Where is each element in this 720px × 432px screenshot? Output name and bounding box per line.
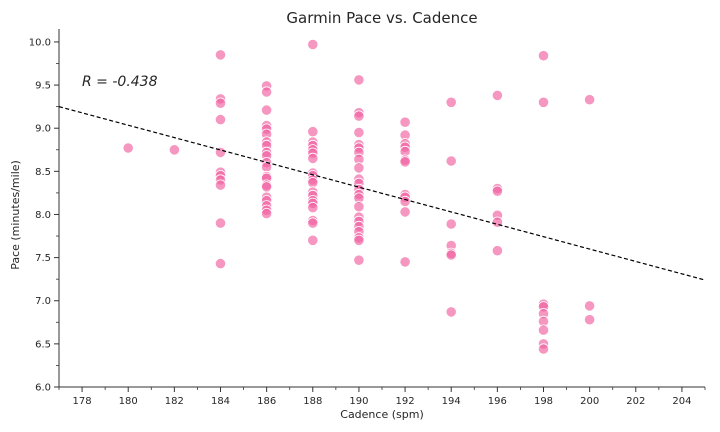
data-point [307, 177, 319, 189]
data-point [307, 38, 319, 51]
data-point [307, 126, 319, 138]
data-point [353, 254, 365, 266]
data-point [122, 142, 134, 154]
y-tick-label: 6.5 [35, 339, 51, 350]
y-tick-label: 7.0 [35, 296, 51, 307]
data-point [399, 256, 411, 268]
data-point [260, 86, 273, 98]
data-point [353, 74, 365, 86]
data-point [445, 218, 457, 230]
data-point [537, 96, 550, 108]
data-point [491, 185, 503, 197]
y-axis-label: Pace (minutes/mile) [9, 160, 22, 270]
trendline-group [58, 106, 706, 281]
data-point [353, 110, 365, 122]
data-point [353, 234, 365, 246]
axes: 178 180 182 184 186 188 190 192 194 196 198 200 202 2… [29, 29, 706, 407]
x-tick-label: 200 [580, 396, 599, 407]
x-tick-label: 186 [257, 396, 276, 407]
data-point [168, 144, 180, 156]
x-tick-label: 196 [488, 396, 507, 407]
data-point [307, 234, 319, 246]
data-point [445, 306, 457, 318]
trendline [58, 106, 706, 281]
y-tick-label: 8.0 [35, 210, 51, 221]
x-axis-label: Cadence (spm) [340, 408, 423, 421]
data-point [214, 49, 227, 61]
data-point [491, 245, 503, 257]
data-point [445, 249, 457, 261]
data-point [214, 257, 227, 270]
data-point [399, 116, 411, 128]
data-point [537, 343, 550, 355]
data-point [399, 156, 411, 168]
data-point [445, 155, 457, 167]
data-points [122, 38, 596, 355]
data-point [445, 96, 457, 108]
data-point [260, 161, 273, 173]
data-point [260, 104, 273, 116]
data-point [399, 206, 411, 218]
data-point [214, 97, 227, 109]
data-point [214, 114, 227, 126]
data-point [583, 94, 596, 106]
x-tick-label: 182 [165, 396, 184, 407]
x-tick-label: 198 [534, 396, 553, 407]
x-tick-label: 202 [626, 396, 645, 407]
x-tick-label: 180 [119, 396, 138, 407]
y-tick-label: 9.5 [35, 81, 51, 92]
chart-title: Garmin Pace vs. Cadence [286, 9, 477, 27]
data-point [537, 50, 550, 62]
data-point [307, 202, 319, 214]
data-point [537, 324, 550, 336]
y-tick-label: 7.5 [35, 253, 51, 264]
data-point [583, 300, 596, 312]
data-point [491, 89, 503, 102]
data-point [214, 217, 227, 229]
data-point [353, 126, 365, 139]
y-tick-label: 8.5 [35, 167, 51, 178]
correlation-annotation: R = -0.438 [82, 74, 158, 90]
x-tick-label: 188 [303, 396, 322, 407]
data-point [583, 314, 596, 326]
x-tick-label: 192 [396, 396, 415, 407]
y-tick-label: 9.0 [35, 124, 51, 135]
x-tick-label: 178 [73, 396, 92, 407]
data-point [307, 217, 319, 229]
data-point [399, 195, 411, 208]
data-point [260, 208, 273, 220]
y-tick-label: 6.0 [35, 383, 51, 394]
data-point [353, 162, 365, 174]
data-point [353, 201, 365, 213]
data-point [214, 179, 227, 191]
x-tick-label: 190 [349, 396, 368, 407]
x-tick-label: 204 [672, 396, 691, 407]
data-point [260, 181, 273, 193]
y-tick-label: 10.0 [29, 37, 51, 48]
x-tick-label: 194 [442, 396, 461, 407]
data-point [307, 152, 319, 164]
x-tick-label: 184 [211, 396, 230, 407]
